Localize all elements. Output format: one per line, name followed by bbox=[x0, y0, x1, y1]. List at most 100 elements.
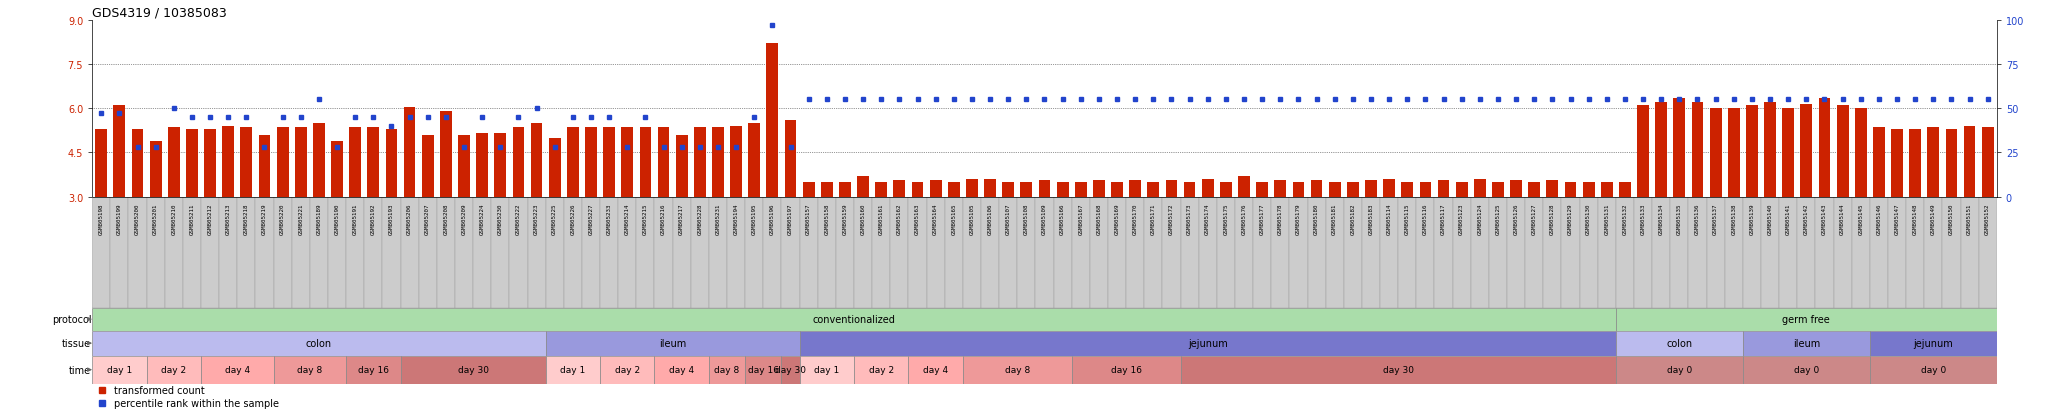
Bar bbox=[1401, 183, 1413, 197]
Bar bbox=[510, 197, 528, 308]
Text: GSM805176: GSM805176 bbox=[1241, 203, 1247, 234]
Bar bbox=[309, 197, 328, 308]
Bar bbox=[164, 197, 182, 308]
Bar bbox=[1507, 197, 1526, 308]
Bar bbox=[1565, 183, 1577, 197]
Text: GSM805199: GSM805199 bbox=[117, 203, 123, 234]
Bar bbox=[150, 141, 162, 197]
Bar bbox=[1274, 181, 1286, 197]
Bar bbox=[295, 128, 307, 197]
Bar bbox=[401, 356, 545, 384]
Bar bbox=[690, 197, 709, 308]
Text: GSM805193: GSM805193 bbox=[389, 203, 393, 234]
Bar bbox=[1307, 197, 1325, 308]
Bar bbox=[1020, 183, 1032, 197]
Text: protocol: protocol bbox=[51, 314, 92, 324]
Text: GSM805220: GSM805220 bbox=[281, 203, 285, 234]
Bar bbox=[1108, 197, 1126, 308]
Bar bbox=[639, 128, 651, 197]
Bar bbox=[1761, 197, 1780, 308]
Bar bbox=[240, 128, 252, 197]
Bar bbox=[1743, 331, 1870, 356]
Bar bbox=[1038, 181, 1051, 197]
Text: GSM805130: GSM805130 bbox=[1585, 203, 1591, 234]
Text: GSM805142: GSM805142 bbox=[1804, 203, 1808, 234]
Bar bbox=[350, 128, 360, 197]
Bar bbox=[1616, 197, 1634, 308]
Bar bbox=[1417, 197, 1434, 308]
Text: GSM805129: GSM805129 bbox=[1569, 203, 1573, 234]
Bar bbox=[909, 356, 963, 384]
Text: GSM805225: GSM805225 bbox=[553, 203, 557, 234]
Bar bbox=[1475, 180, 1485, 197]
Text: GSM805219: GSM805219 bbox=[262, 203, 266, 234]
Text: GSM805108: GSM805108 bbox=[1024, 203, 1028, 234]
Bar bbox=[1634, 197, 1653, 308]
Text: GSM805191: GSM805191 bbox=[352, 203, 358, 234]
Bar bbox=[545, 197, 563, 308]
Bar bbox=[1616, 308, 1997, 331]
Text: GSM805194: GSM805194 bbox=[733, 203, 739, 234]
Bar bbox=[346, 197, 365, 308]
Bar bbox=[1942, 197, 1960, 308]
Text: day 1: day 1 bbox=[561, 366, 586, 374]
Bar bbox=[545, 356, 600, 384]
Text: GSM805181: GSM805181 bbox=[1331, 203, 1337, 234]
Bar bbox=[1964, 126, 1976, 197]
Bar bbox=[911, 183, 924, 197]
Text: day 30: day 30 bbox=[774, 366, 807, 374]
Bar bbox=[1001, 183, 1014, 197]
Bar bbox=[563, 197, 582, 308]
Bar bbox=[256, 197, 274, 308]
Bar bbox=[672, 197, 690, 308]
Bar bbox=[748, 123, 760, 197]
Bar bbox=[1526, 197, 1544, 308]
Text: GSM805183: GSM805183 bbox=[1368, 203, 1374, 234]
Bar bbox=[274, 356, 346, 384]
Bar bbox=[1763, 103, 1776, 197]
Bar bbox=[1253, 197, 1272, 308]
Bar bbox=[1579, 197, 1597, 308]
Bar bbox=[1184, 183, 1196, 197]
Bar bbox=[1018, 197, 1036, 308]
Text: GSM805137: GSM805137 bbox=[1712, 203, 1718, 234]
Bar bbox=[418, 197, 436, 308]
Bar bbox=[872, 197, 891, 308]
Bar bbox=[1366, 181, 1376, 197]
Bar bbox=[1982, 128, 1993, 197]
Text: GSM805147: GSM805147 bbox=[1894, 203, 1901, 234]
Bar bbox=[803, 183, 815, 197]
Bar bbox=[1071, 197, 1090, 308]
Bar bbox=[238, 197, 256, 308]
Bar bbox=[1909, 129, 1921, 197]
Text: GSM805217: GSM805217 bbox=[680, 203, 684, 234]
Bar bbox=[113, 106, 125, 197]
Bar bbox=[223, 126, 233, 197]
Text: GSM805213: GSM805213 bbox=[225, 203, 231, 234]
Bar bbox=[1470, 197, 1489, 308]
Text: day 4: day 4 bbox=[225, 366, 250, 374]
Bar bbox=[549, 138, 561, 197]
Text: day 16: day 16 bbox=[358, 366, 389, 374]
Text: GSM805230: GSM805230 bbox=[498, 203, 504, 234]
Bar bbox=[586, 128, 596, 197]
Bar bbox=[1180, 197, 1198, 308]
Text: GSM805227: GSM805227 bbox=[588, 203, 594, 234]
Bar bbox=[1348, 183, 1358, 197]
Text: GSM805151: GSM805151 bbox=[1966, 203, 1972, 234]
Text: GSM805114: GSM805114 bbox=[1386, 203, 1393, 234]
Text: jejunum: jejunum bbox=[1913, 338, 1954, 348]
Bar bbox=[713, 128, 723, 197]
Bar bbox=[365, 197, 383, 308]
Text: GSM805189: GSM805189 bbox=[315, 203, 322, 234]
Text: GSM805197: GSM805197 bbox=[788, 203, 793, 234]
Bar bbox=[276, 128, 289, 197]
Bar bbox=[1544, 197, 1561, 308]
Text: GSM805195: GSM805195 bbox=[752, 203, 758, 234]
Bar bbox=[1343, 197, 1362, 308]
Bar bbox=[1147, 183, 1159, 197]
Text: GSM805125: GSM805125 bbox=[1495, 203, 1501, 234]
Text: day 8: day 8 bbox=[715, 366, 739, 374]
Bar bbox=[403, 107, 416, 197]
Text: GSM805222: GSM805222 bbox=[516, 203, 520, 234]
